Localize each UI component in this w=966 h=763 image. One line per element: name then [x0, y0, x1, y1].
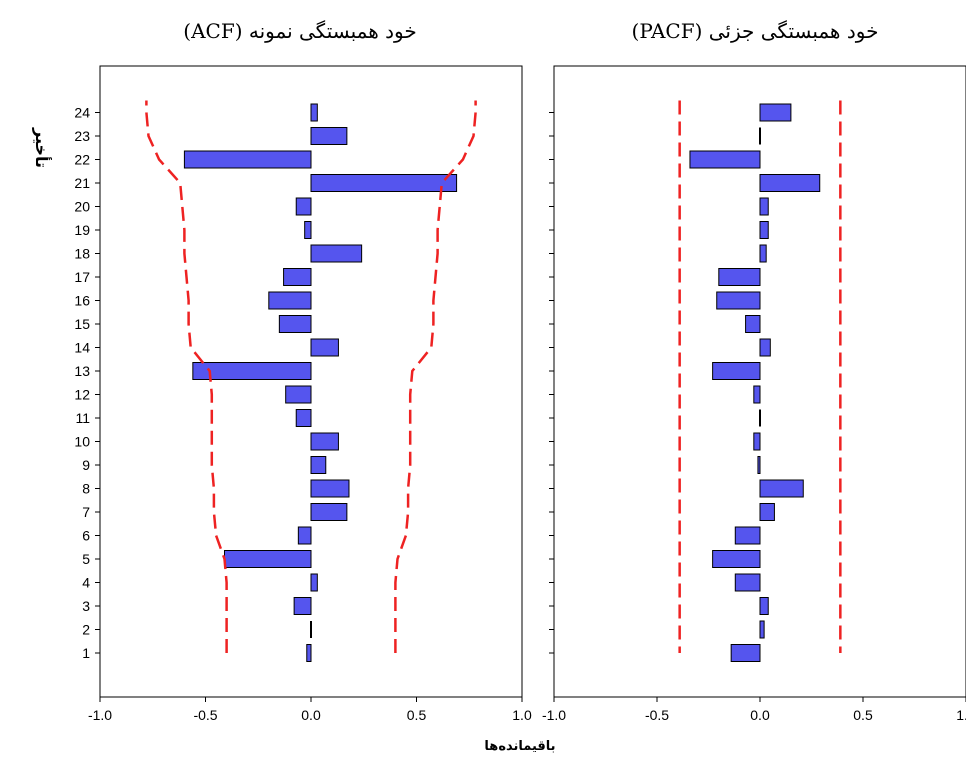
pacf-bar — [759, 221, 769, 239]
acf-upper-confidence-limit — [394, 100, 477, 653]
acf-bar — [310, 174, 458, 192]
pacf-bar — [712, 362, 761, 380]
pacf-bar — [759, 197, 769, 216]
acf-title: خود همبستگی نمونه (ACF) — [183, 19, 416, 43]
acf-lag-label: 17 — [74, 269, 90, 285]
pacf-panel: -1.0 -0.5 0.0 0.5 1.0 — [542, 65, 966, 723]
pacf-bar — [718, 268, 761, 286]
acf-lag-label: 14 — [74, 340, 90, 356]
pacf-bar — [734, 573, 761, 592]
acf-bar — [310, 244, 363, 263]
acf-lag-label: 4 — [82, 575, 90, 591]
acf-lag-label: 6 — [82, 528, 90, 544]
acf-bar — [183, 150, 312, 169]
acf-lag-label: 3 — [82, 598, 90, 614]
acf-x-tick-label: 0.0 — [301, 707, 321, 723]
pacf-bar — [730, 644, 761, 662]
acf-lag-label: 8 — [82, 481, 90, 497]
pacf-x-tick-label: 1.0 — [956, 707, 966, 723]
pacf-x-tick-label: 0.5 — [853, 707, 873, 723]
acf-bar — [304, 221, 312, 239]
acf-lag-label: 22 — [74, 152, 90, 168]
acf-x-tick-label: -0.5 — [193, 707, 217, 723]
pacf-x-tick-label: -0.5 — [645, 707, 669, 723]
acf-lag-label: 20 — [74, 199, 90, 215]
acf-lag-label: 24 — [74, 105, 90, 121]
pacf-x-tick-label: 0.0 — [750, 707, 770, 723]
pacf-bar — [759, 103, 792, 122]
pacf-bar — [716, 291, 761, 310]
acf-lag-label: 12 — [74, 387, 90, 403]
acf-lag-label: 21 — [74, 175, 90, 191]
acf-bar — [310, 103, 318, 122]
acf-lag-label: 19 — [74, 222, 90, 238]
acf-lag-label: 18 — [74, 246, 90, 262]
acf-bar — [285, 385, 312, 404]
y-axis-label: تأخیر — [32, 127, 52, 168]
acf-bar — [310, 127, 348, 145]
pacf-bar — [745, 315, 761, 333]
acf-bar — [306, 644, 312, 662]
pacf-bar — [759, 503, 775, 521]
acf-bar — [310, 432, 339, 451]
acf-lag-label: 13 — [74, 363, 90, 379]
pacf-bar — [753, 385, 761, 404]
pacf-bar — [759, 174, 821, 192]
acf-bar — [293, 597, 312, 615]
acf-lag-label: 1 — [82, 645, 90, 661]
acf-lag-label: 5 — [82, 551, 90, 567]
acf-bar — [310, 456, 327, 474]
acf-bar — [297, 526, 312, 545]
pacf-bar — [759, 479, 804, 498]
pacf-bar — [759, 620, 765, 639]
acf-lag-label: 23 — [74, 128, 90, 144]
pacf-bar — [757, 456, 761, 474]
x-axis-label: باقیمانده‌ها — [484, 739, 555, 754]
acf-lag-label: 11 — [75, 410, 90, 426]
acf-bar — [283, 268, 312, 286]
acf-lower-confidence-limit — [145, 100, 228, 653]
acf-bar — [310, 338, 339, 357]
acf-lag-label: 15 — [74, 316, 90, 332]
pacf-bar — [753, 432, 761, 451]
acf-x-tick-label: -1.0 — [88, 707, 112, 723]
pacf-bar — [689, 150, 761, 169]
pacf-x-tick-label: -1.0 — [542, 707, 566, 723]
pacf-bar — [734, 526, 761, 545]
pacf-bar — [712, 550, 761, 568]
pacf-bar — [759, 244, 767, 263]
acf-bar — [278, 315, 312, 333]
acf-bar — [192, 362, 312, 380]
acf-x-tick-label: 0.5 — [407, 707, 427, 723]
acf-lag-label: 16 — [74, 293, 90, 309]
pacf-bar — [759, 597, 769, 615]
acf-lag-label: 9 — [82, 457, 90, 473]
acf-bar — [268, 291, 312, 310]
acf-bar — [310, 479, 350, 498]
acf-bar — [295, 197, 312, 216]
acf-lag-label: 7 — [82, 504, 90, 520]
acf-bar — [223, 550, 312, 568]
acf-panel: -1.0 -0.5 0.0 0.5 1.012345678910111213141516… — [74, 65, 532, 723]
pacf-title: خود همبستگی جزئی (PACF) — [632, 19, 879, 43]
acf-bar — [310, 573, 318, 592]
acf-x-tick-label: 1.0 — [512, 707, 532, 723]
acf-bar — [295, 409, 312, 427]
acf-lag-label: 10 — [74, 434, 90, 450]
pacf-bar — [759, 338, 771, 357]
acf-lag-label: 2 — [82, 622, 90, 638]
acf-bar — [310, 503, 348, 521]
